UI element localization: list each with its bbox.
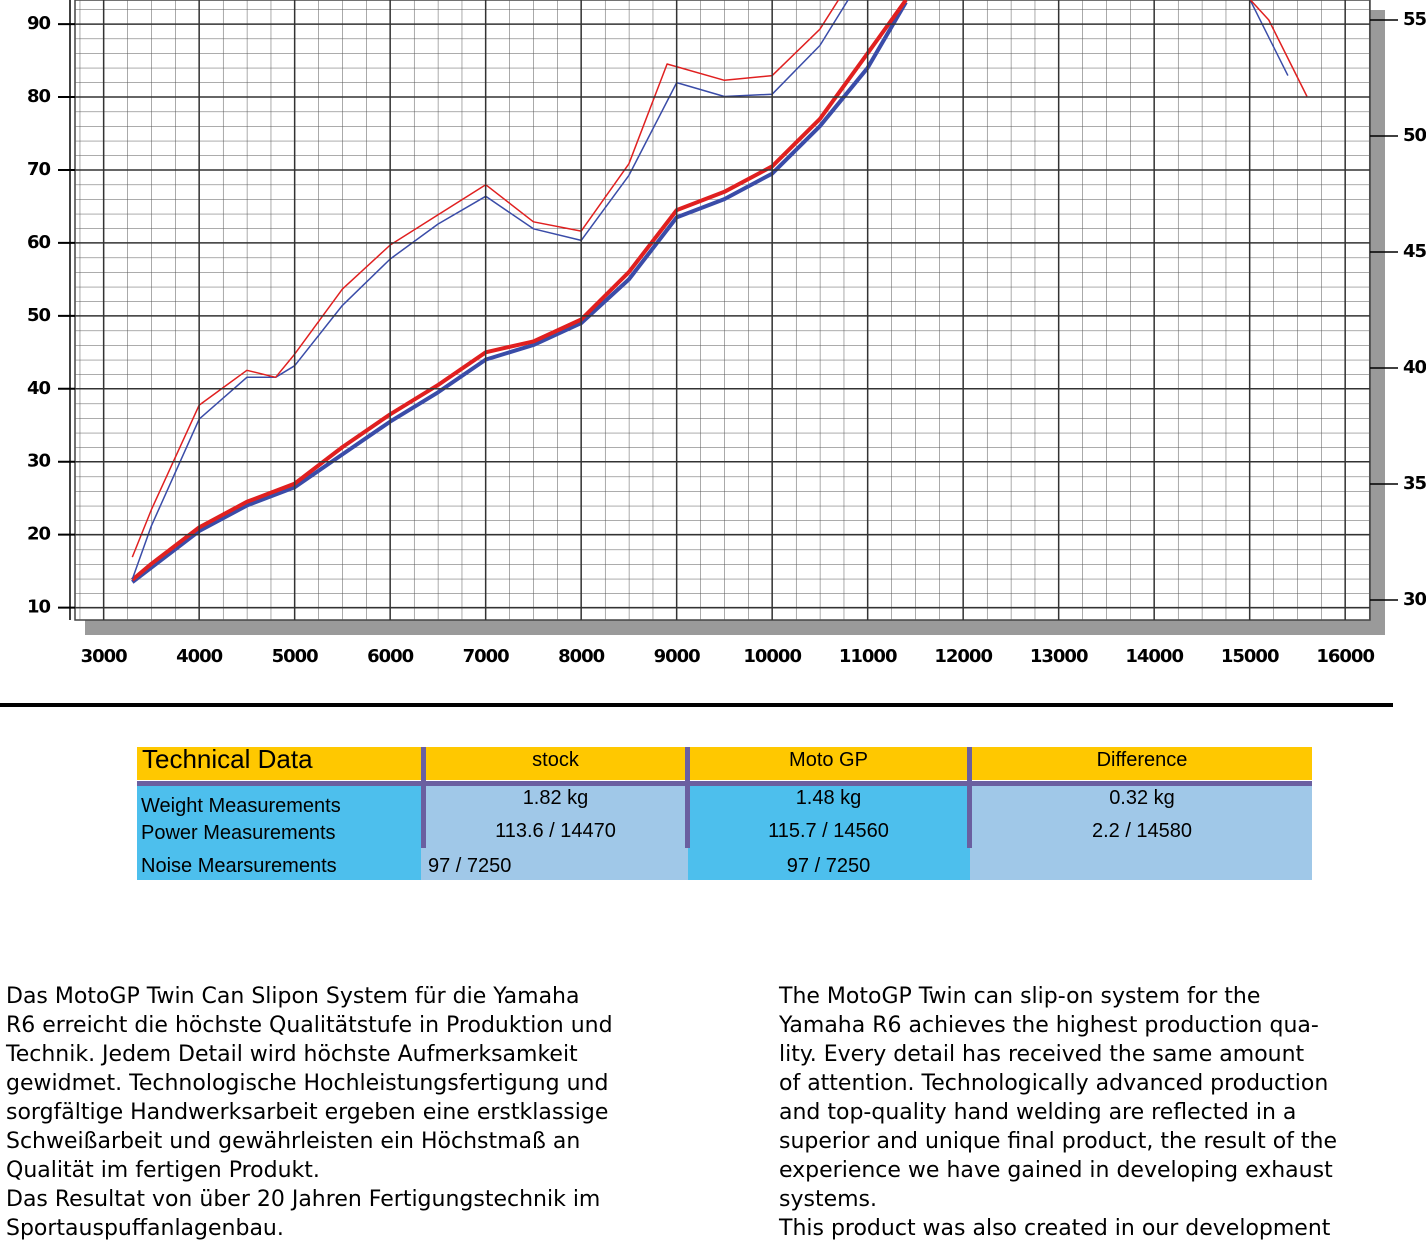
text-line: Das Resultat von über 20 Jahren Fertigun… <box>6 1187 601 1212</box>
x-tick-label: 15000 <box>1221 646 1279 667</box>
x-tick-label: 4000 <box>176 646 223 667</box>
cell: 113.6 / 14470 <box>495 820 616 842</box>
cell: 97 / 7250 <box>786 855 871 877</box>
x-tick-label: 9000 <box>654 646 701 667</box>
chart: 3000 4000 5000 6000 7000 8000 9000 10000 11000 12… <box>27 0 1426 667</box>
text-line: experience we have gained in developing … <box>779 1158 1333 1183</box>
x-tick-label: 13000 <box>1030 646 1088 667</box>
divider <box>0 703 1393 707</box>
y2-tick-label: 30 <box>1403 589 1426 610</box>
x-tick-label: 11000 <box>839 646 897 667</box>
cell-bg <box>421 786 688 880</box>
y-tick-label: 40 <box>27 378 51 399</box>
text-line: Qualität im fertigen Produkt. <box>6 1158 320 1183</box>
y2-tick-label: 35 <box>1403 473 1426 494</box>
y-tick-label: 10 <box>27 597 51 618</box>
x-tick-label: 10000 <box>743 646 801 667</box>
table-header: Technical Data <box>142 744 313 774</box>
x-tick-label: 3000 <box>81 646 128 667</box>
text-line: of attention. Technologically advanced p… <box>779 1071 1329 1096</box>
text-column: The MotoGP Twin can slip-on system for t… <box>779 982 1337 1243</box>
data-line <box>131 1 908 584</box>
y2-tick-label: 55 <box>1403 9 1426 30</box>
y-tick-label: 70 <box>27 159 51 180</box>
data-line <box>131 0 908 582</box>
text-line: This product was also created in our dev… <box>779 1216 1331 1241</box>
row-label: Power Measurements <box>141 822 336 844</box>
text-line: superior and unique final product, the r… <box>779 1129 1338 1154</box>
cell-bg <box>137 786 421 880</box>
cell: 0.32 kg <box>1109 787 1175 809</box>
text-line: Yamaha R6 achieves the highest productio… <box>779 1013 1319 1038</box>
data-line <box>131 0 1308 558</box>
text-column: Das MotoGP Twin Can Slipon System für di… <box>6 982 613 1243</box>
y-tick-label: 30 <box>27 451 51 472</box>
fine-grid <box>75 0 1370 620</box>
x-tick-label: 7000 <box>463 646 510 667</box>
text-line: Technik. Jedem Detail wird höchste Aufme… <box>6 1042 578 1067</box>
x-tick-label: 14000 <box>1125 646 1183 667</box>
x-tick-label: 8000 <box>558 646 605 667</box>
y-tick-label: 60 <box>27 232 51 253</box>
table-header-bg <box>137 747 1312 780</box>
text-line: The MotoGP Twin can slip-on system for t… <box>779 984 1261 1009</box>
table-header: Moto GP <box>789 749 868 771</box>
row-label: Noise Mearsurements <box>141 855 337 877</box>
column-rule <box>421 747 426 848</box>
y2-tick-label: 50 <box>1403 125 1426 146</box>
text-line: lity. Every detail has received the same… <box>779 1042 1305 1067</box>
cell: 97 / 7250 <box>428 855 512 877</box>
text-line: sorgfältige Handwerksarbeit ergeben eine… <box>6 1100 609 1125</box>
y2-tick-label: 40 <box>1403 357 1426 378</box>
header-rule <box>137 781 1312 786</box>
cell: 1.82 kg <box>522 787 589 809</box>
x-tick-label: 16000 <box>1316 646 1374 667</box>
text-line: R6 erreicht die höchste Qualitätstufe in… <box>6 1013 613 1038</box>
x-tick-label: 6000 <box>367 646 414 667</box>
text-line: Sportauspuffanlagenbau. <box>6 1216 284 1241</box>
text-line: Das MotoGP Twin Can Slipon System für di… <box>6 984 580 1009</box>
x-tick-label: 5000 <box>272 646 319 667</box>
text-line: Schweißarbeit und gewährleisten ein Höch… <box>6 1129 581 1154</box>
y2-tick-label: 45 <box>1403 241 1426 262</box>
y-tick-label: 20 <box>27 524 51 545</box>
table-header: Difference <box>1096 749 1188 771</box>
text-line: and top-quality hand welding are reflect… <box>779 1100 1297 1125</box>
text-line: systems. <box>779 1187 877 1212</box>
y-tick-label: 80 <box>27 86 51 107</box>
table-header: stock <box>532 749 579 771</box>
row-label: Weight Measurements <box>141 795 341 817</box>
cell-bg <box>970 786 1312 880</box>
data-line <box>131 0 1289 580</box>
cell: 1.48 kg <box>795 787 862 809</box>
y-tick-label: 90 <box>27 13 51 34</box>
column-rule <box>685 747 690 848</box>
cell-bg <box>688 786 970 880</box>
cell: 2.2 / 14580 <box>1091 820 1193 842</box>
cell: 115.7 / 14560 <box>768 820 889 842</box>
x-tick-label: 12000 <box>934 646 992 667</box>
y-tick-label: 50 <box>27 305 51 326</box>
text-line: gewidmet. Technologische Hochleistungsfe… <box>6 1071 609 1096</box>
column-rule <box>967 747 972 848</box>
